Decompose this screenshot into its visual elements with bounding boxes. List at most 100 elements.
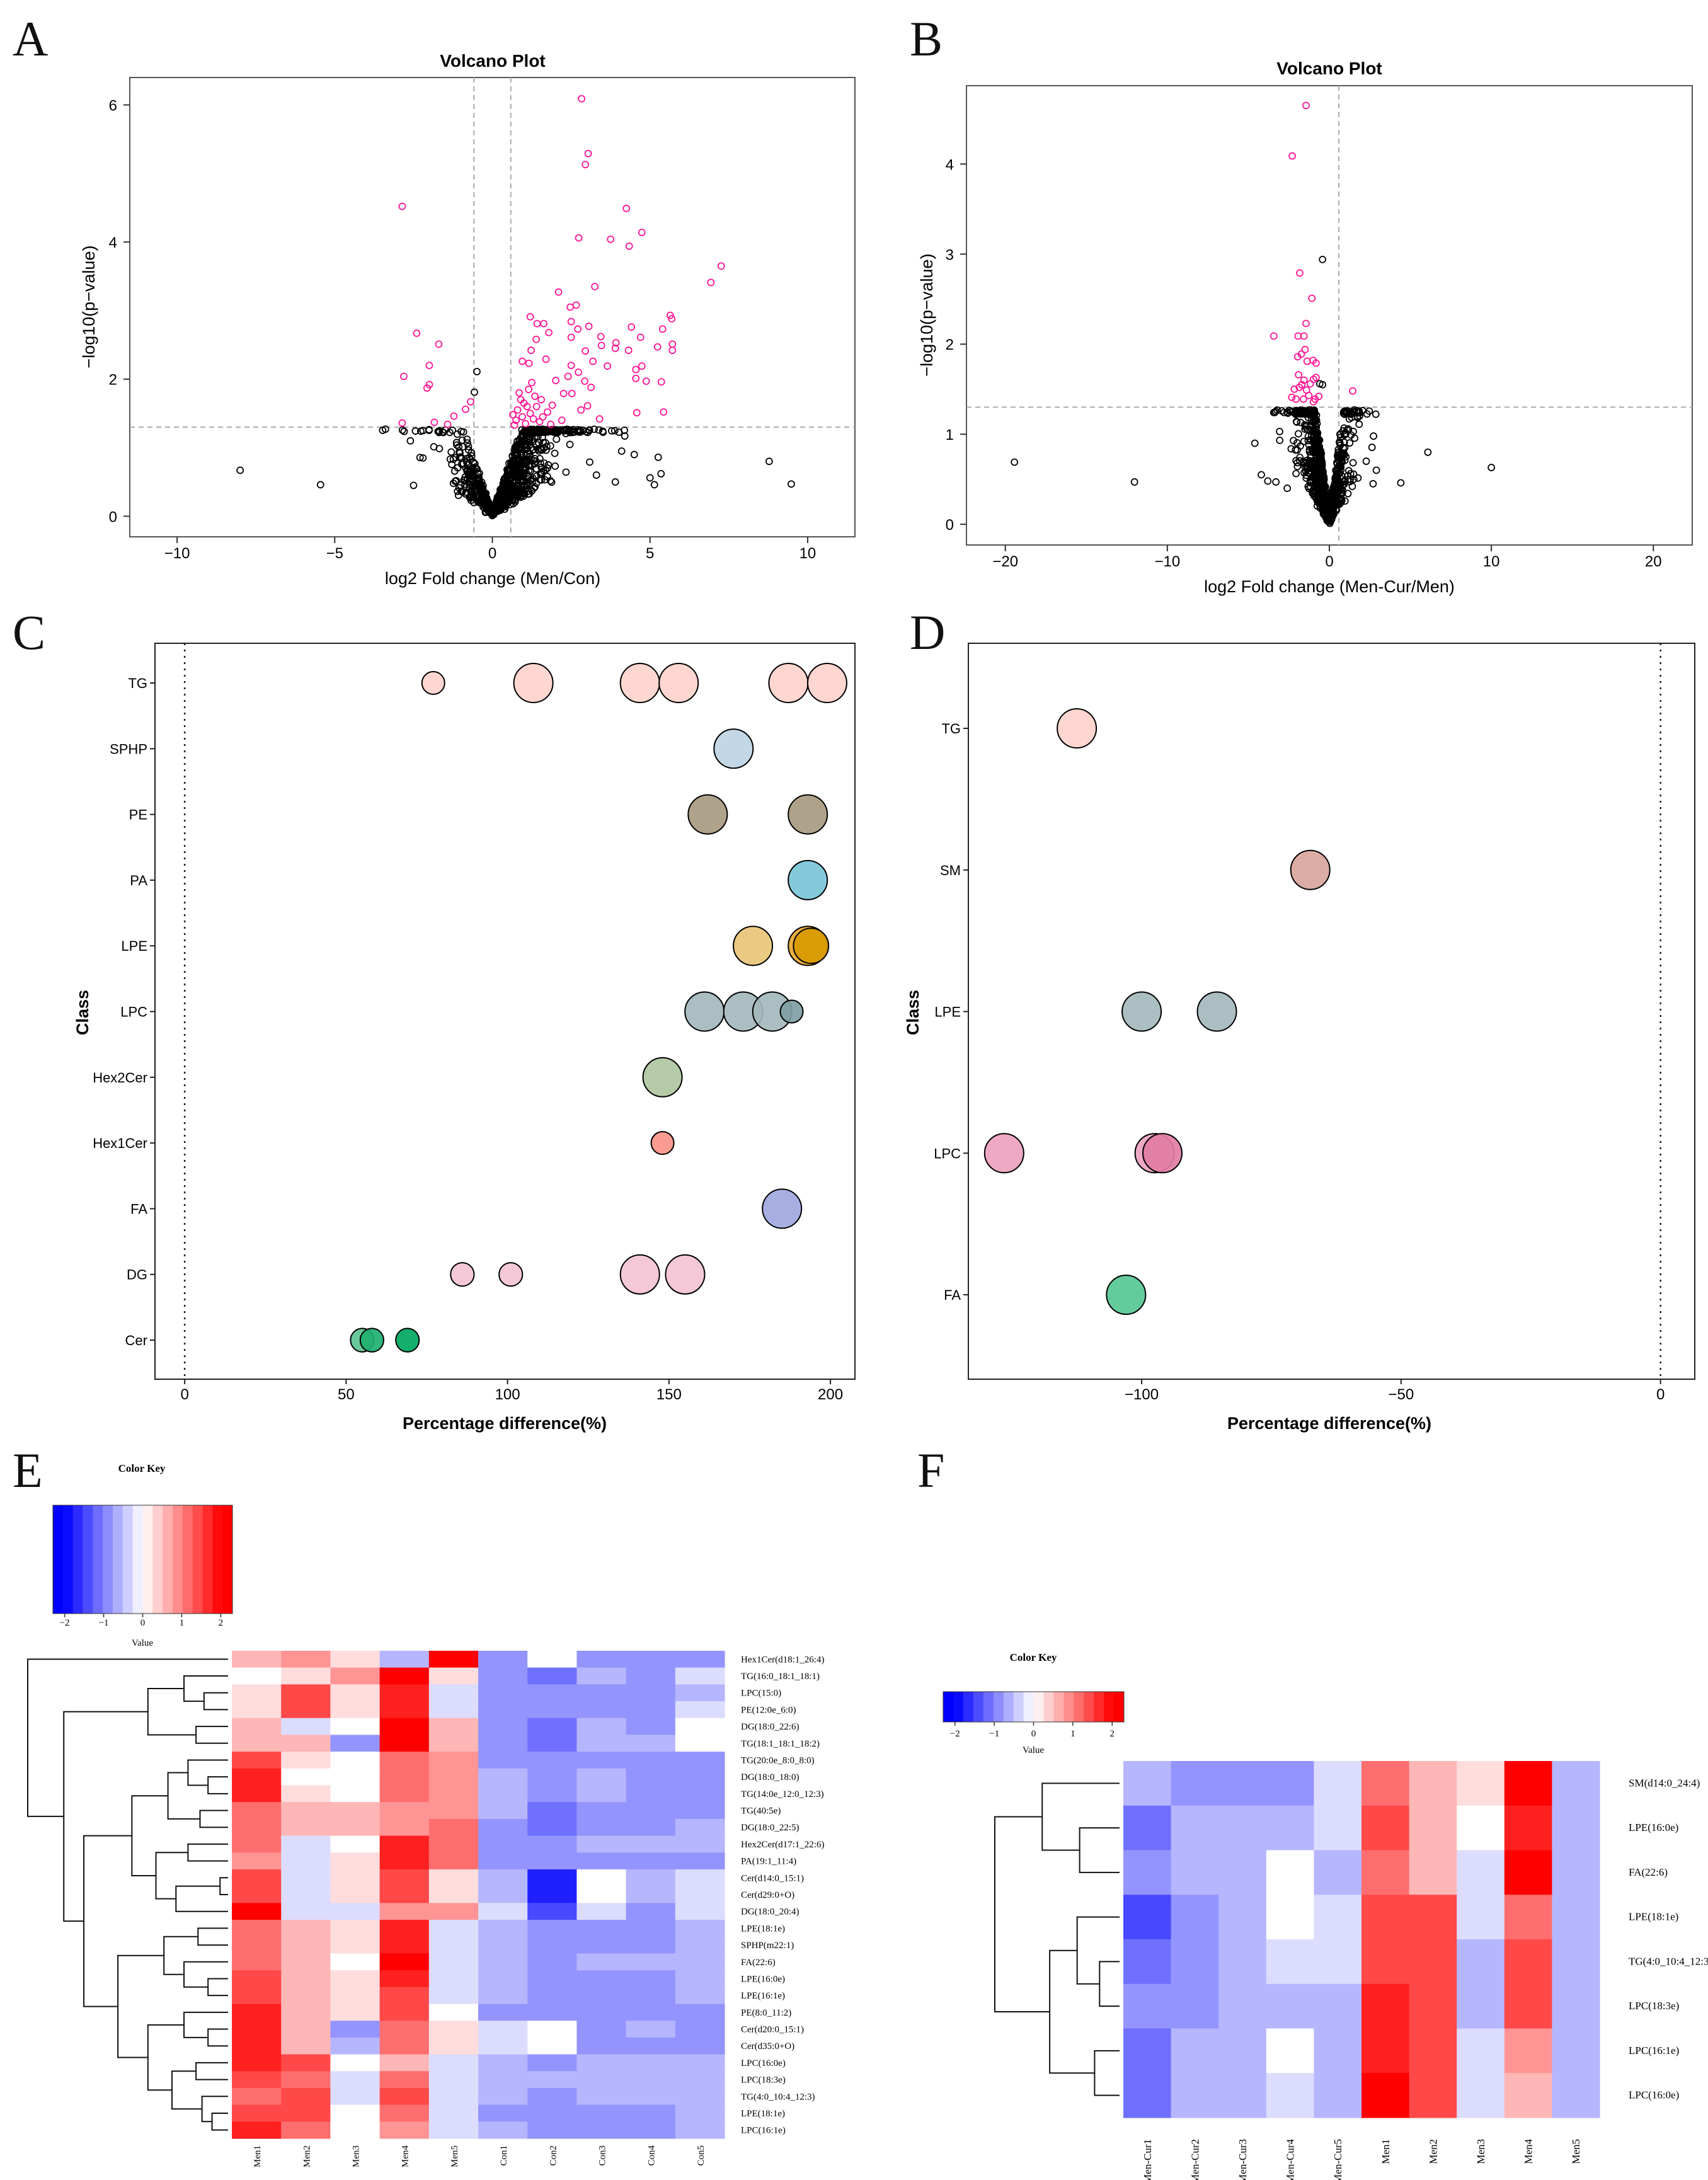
data-point: [1336, 430, 1344, 439]
y-tick-label: 1: [946, 427, 954, 444]
heatmap-cell: [281, 1802, 331, 1820]
data-point: [1346, 439, 1354, 447]
data-point: [532, 427, 540, 435]
heatmap-cell: [1457, 1939, 1505, 1985]
heatmap-cell: [527, 1903, 577, 1920]
heatmap-cell: [330, 1651, 381, 1668]
heatmap-cell: [576, 1718, 627, 1736]
heatmap-cell: [428, 2054, 479, 2072]
significant-point: [539, 413, 547, 421]
heatmap-cell: [379, 1852, 430, 1870]
data-point: [1363, 410, 1371, 418]
heatmap-cell: [379, 2121, 430, 2139]
row-label: TG(18:1_18:1_18:2): [741, 1739, 820, 1749]
heatmap-cell: [527, 2021, 577, 2038]
heatmap-cell: [232, 2021, 282, 2038]
significant-point: [568, 389, 576, 398]
heatmap-cell: [527, 1936, 577, 1954]
significant-point: [575, 234, 583, 242]
heatmap-cell: [675, 1886, 725, 1903]
column-label: Men3: [1475, 2139, 1487, 2164]
category-label: LPE: [934, 1004, 961, 1020]
data-point: [483, 503, 491, 511]
data-point: [563, 427, 570, 435]
heatmap-cell: [330, 1835, 381, 1853]
data-point: [529, 446, 537, 454]
heatmap-cell: [232, 1852, 282, 1870]
data-point: [1346, 475, 1355, 483]
data-point: [416, 454, 424, 462]
data-point: [549, 427, 558, 435]
significant-point: [707, 278, 715, 287]
heatmap-cell: [626, 2121, 676, 2139]
heatmap-cell: [576, 1869, 627, 1887]
color-key-band: [963, 1692, 974, 1722]
heatmap-cell: [281, 1953, 331, 1971]
significant-point: [544, 408, 551, 416]
data-point: [1317, 497, 1325, 505]
category-label: TG: [941, 721, 961, 737]
heatmap-cell: [232, 2071, 282, 2089]
significant-point: [660, 408, 668, 416]
significant-point: [595, 415, 604, 423]
color-key-band: [1074, 1692, 1084, 1722]
heatmap-cell: [1266, 1939, 1314, 1985]
heatmap-cell: [232, 1667, 282, 1685]
heatmap-cell: [232, 2037, 282, 2055]
y-tick-label: 0: [946, 517, 954, 534]
heatmap-cell: [428, 2071, 479, 2089]
significant-point: [633, 409, 641, 416]
y-axis-label: Class: [903, 990, 922, 1035]
heatmap-cell: [379, 1718, 430, 1736]
heatmap-cell: [232, 2054, 282, 2072]
column-label: Men-Cur1: [1142, 2139, 1154, 2180]
significant-point: [526, 313, 534, 321]
data-point: [503, 471, 511, 479]
data-point: [611, 478, 619, 486]
data-point: [500, 488, 508, 496]
x-tick-label: 150: [656, 1386, 682, 1403]
color-key-band: [1033, 1692, 1044, 1722]
bubble: [619, 663, 660, 703]
heatmap-cell: [527, 1818, 577, 1837]
data-point: [1283, 408, 1291, 416]
data-point: [519, 476, 527, 484]
row-label: Hex1Cer(d18:1_26:4): [741, 1655, 824, 1665]
data-point: [657, 469, 665, 478]
heatmap-cell: [1504, 1939, 1552, 1985]
heatmap-cell: [626, 1953, 676, 1971]
row-label: LPC(16:0e): [1629, 2089, 1679, 2101]
color-key-band: [173, 1505, 183, 1614]
heatmap-cell: [330, 1802, 381, 1820]
row-label: PE(12:0e_6:0): [741, 1705, 796, 1715]
heatmap-cell: [527, 1651, 577, 1668]
heatmap-cell: [527, 1953, 577, 1971]
significant-point: [591, 282, 599, 290]
heatmap-cell: [1266, 1983, 1314, 2029]
heatmap-cell: [232, 1701, 282, 1719]
heatmap-cell: [1171, 1939, 1219, 1985]
row-label: TG(4:0_10:4_12:3): [741, 2092, 815, 2102]
heatmap-cell: [478, 1953, 528, 1971]
data-point: [1318, 462, 1326, 470]
heatmap-cell: [281, 1852, 331, 1870]
heatmap-cell: [576, 1701, 627, 1719]
heatmap-cell: [1457, 1983, 1505, 2029]
row-label: TG(20:0e_8:0_8:0): [741, 1755, 815, 1765]
panel-label-c: C: [13, 605, 45, 660]
heatmap-cell: [527, 1768, 577, 1786]
data-point: [1302, 474, 1310, 482]
significant-point: [540, 319, 547, 328]
heatmap-cell: [626, 2104, 676, 2122]
color-key-band: [152, 1505, 163, 1614]
significant-point: [399, 372, 408, 381]
column-label: Men-Cur3: [1237, 2139, 1249, 2180]
heatmap-cell: [478, 1684, 528, 1702]
heatmap-cell: [478, 1701, 528, 1719]
heatmap-cell: [527, 2087, 577, 2106]
data-point: [518, 454, 526, 462]
heatmap-cell: [1123, 2028, 1172, 2074]
data-point: [474, 492, 483, 500]
significant-point: [668, 315, 676, 323]
heatmap-cell: [1457, 2028, 1505, 2074]
